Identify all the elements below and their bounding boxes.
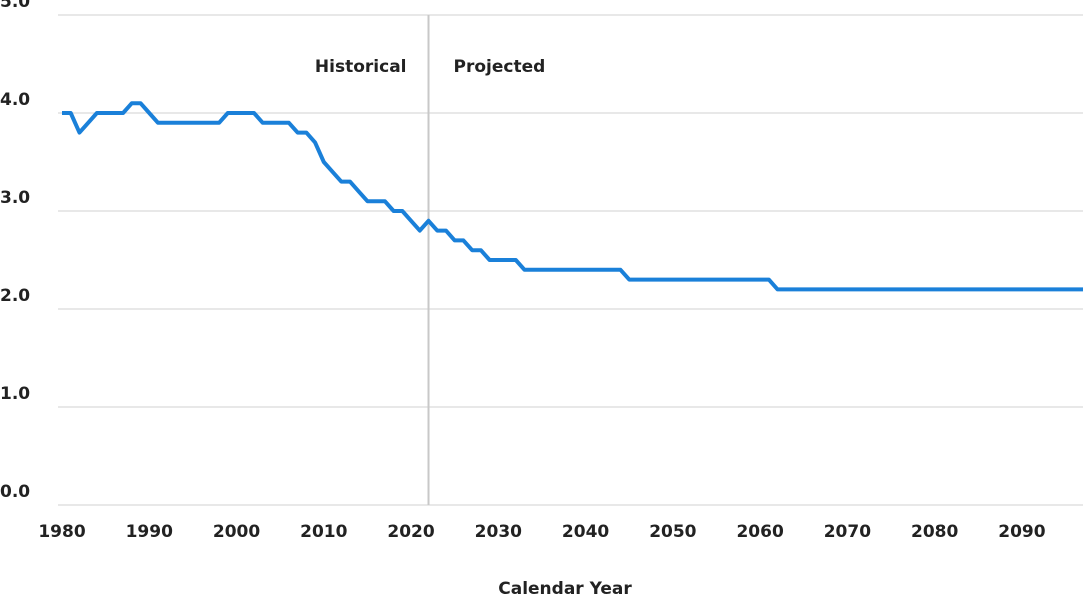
y-tick-label: 0.0 bbox=[0, 482, 30, 502]
y-tick-label: 5.0 bbox=[0, 0, 30, 12]
line bbox=[62, 101, 1083, 292]
x-tick-label: 2010 bbox=[300, 522, 347, 542]
y-tick-label: 4.0 bbox=[0, 90, 30, 110]
x-tick-label: 1990 bbox=[126, 522, 173, 542]
y-tick-label: 2.0 bbox=[0, 286, 30, 306]
y-tick-label: 3.0 bbox=[0, 188, 30, 208]
x-tick-label: 2050 bbox=[649, 522, 696, 542]
x-tick-label: 1980 bbox=[38, 522, 85, 542]
x-tick-label: 2060 bbox=[736, 522, 783, 542]
x-tick-label: 2090 bbox=[998, 522, 1045, 542]
y-tick-label: 1.0 bbox=[0, 384, 30, 404]
x-tick-label: 2020 bbox=[387, 522, 434, 542]
x-tick-label: 2030 bbox=[475, 522, 522, 542]
x-tick-label: 2000 bbox=[213, 522, 260, 542]
annotation: Projected bbox=[454, 57, 546, 77]
x-tick-label: 2070 bbox=[824, 522, 871, 542]
annotation: Historical bbox=[315, 57, 407, 77]
x-tick-label: 2040 bbox=[562, 522, 609, 542]
x-axis-title: Calendar Year bbox=[498, 579, 632, 599]
x-tick-label: 2080 bbox=[911, 522, 958, 542]
